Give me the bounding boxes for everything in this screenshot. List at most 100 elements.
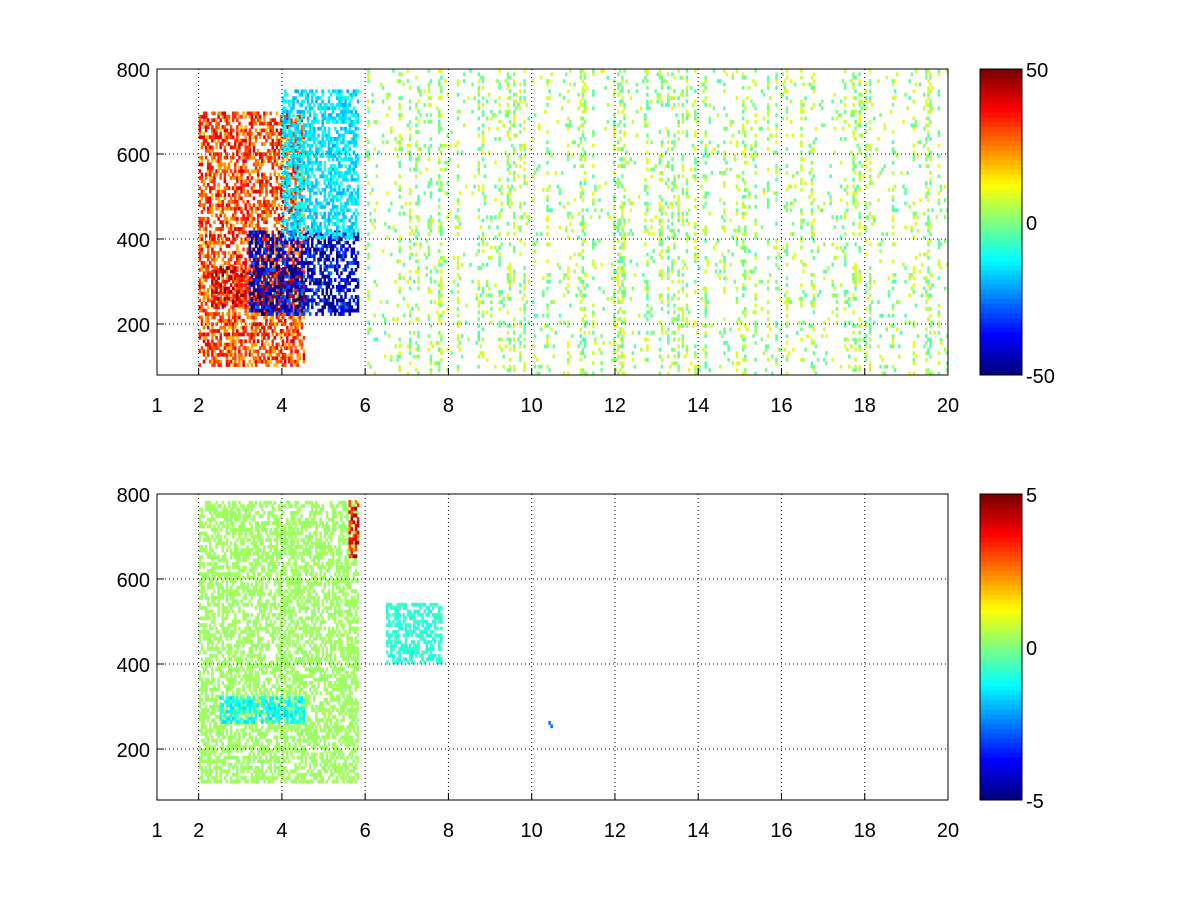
heatmap-cell xyxy=(319,254,322,259)
heatmap-cell xyxy=(302,290,306,295)
heatmap-cell xyxy=(271,250,274,255)
heatmap-cell xyxy=(417,218,420,223)
heatmap-cell xyxy=(283,257,287,262)
heatmap-cell xyxy=(460,334,464,338)
heatmap-cell xyxy=(302,123,306,128)
heatmap-cell xyxy=(259,308,262,313)
heatmap-cell xyxy=(211,264,214,269)
heatmap-cell xyxy=(498,262,501,267)
heatmap-cell xyxy=(231,199,235,204)
heatmap-cell xyxy=(209,199,212,204)
heatmap-cell xyxy=(508,89,512,94)
heatmap-cell xyxy=(342,109,345,114)
heatmap-cell xyxy=(227,121,231,126)
heatmap-cell xyxy=(344,291,347,296)
heatmap-cell xyxy=(225,342,229,347)
heatmap-cell xyxy=(240,342,243,347)
heatmap-cell xyxy=(279,308,283,313)
heatmap-cell xyxy=(283,305,287,310)
heatmap-cell xyxy=(331,244,335,248)
heatmap-cell xyxy=(506,194,510,199)
heatmap-cell xyxy=(204,220,208,225)
heatmap-cell xyxy=(231,114,235,119)
heatmap-cell xyxy=(390,126,393,131)
heatmap-cell xyxy=(236,203,239,208)
heatmap-cell xyxy=(415,215,418,219)
heatmap-cell xyxy=(248,332,252,337)
heatmap-cell xyxy=(425,239,428,243)
heatmap-cell xyxy=(223,165,227,170)
heatmap-cell xyxy=(438,249,441,253)
heatmap-cell xyxy=(213,179,216,184)
heatmap-cell xyxy=(298,189,302,194)
heatmap-cell xyxy=(227,335,231,340)
heatmap-cell xyxy=(221,223,225,228)
heatmap-cell xyxy=(217,196,220,201)
heatmap-cell xyxy=(248,291,252,296)
heatmap-cell xyxy=(281,99,285,104)
heatmap-cell xyxy=(302,113,306,117)
heatmap-cell xyxy=(209,121,212,126)
heatmap-cell xyxy=(215,342,218,347)
heatmap-cell xyxy=(229,230,233,235)
heatmap-cell xyxy=(215,118,218,123)
heatmap-cell xyxy=(308,267,312,272)
heatmap-cell xyxy=(350,308,354,313)
heatmap-cell xyxy=(319,126,322,131)
heatmap-cell xyxy=(327,244,331,248)
heatmap-cell xyxy=(261,179,264,184)
heatmap-cell xyxy=(302,218,306,223)
heatmap-cell xyxy=(209,148,212,153)
heatmap-cell xyxy=(306,167,310,172)
heatmap-cell xyxy=(231,335,235,340)
heatmap-cell xyxy=(265,138,268,143)
heatmap-cell xyxy=(209,359,212,364)
heatmap-cell xyxy=(481,109,485,114)
heatmap-cell xyxy=(298,250,302,255)
heatmap-cell xyxy=(252,203,256,208)
heatmap-cell xyxy=(383,222,387,226)
heatmap-cell xyxy=(306,188,310,192)
heatmap-cell xyxy=(261,273,264,278)
heatmap-cell xyxy=(342,126,345,131)
heatmap-cell xyxy=(323,267,327,272)
heatmap-cell xyxy=(294,218,297,223)
heatmap-cell xyxy=(327,271,331,276)
heatmap-cell xyxy=(354,295,358,299)
heatmap-cell xyxy=(300,261,304,265)
heatmap-cell xyxy=(435,269,439,274)
heatmap-cell xyxy=(302,335,306,340)
heatmap-cell xyxy=(227,220,231,225)
heatmap-cell xyxy=(290,137,293,141)
heatmap-cell xyxy=(327,222,331,226)
heatmap-cell xyxy=(211,131,214,136)
heatmap-cell xyxy=(200,220,204,225)
heatmap-cell xyxy=(227,290,231,294)
heatmap-cell xyxy=(508,276,512,281)
heatmap-cell xyxy=(438,293,441,298)
heatmap-cell xyxy=(236,273,239,277)
heatmap-cell xyxy=(242,296,245,301)
heatmap-cell xyxy=(304,235,308,240)
heatmap-cell xyxy=(269,121,272,126)
heatmap-cell xyxy=(269,297,272,302)
heatmap-cell xyxy=(246,233,249,238)
heatmap-cell xyxy=(283,308,287,313)
heatmap-cell xyxy=(375,337,379,342)
heatmap-cell xyxy=(331,143,335,148)
heatmap-cell xyxy=(209,274,212,279)
heatmap-cell xyxy=(261,267,264,272)
heatmap-cell xyxy=(510,123,514,128)
heatmap-cell xyxy=(315,96,318,100)
heatmap-cell xyxy=(240,254,243,259)
heatmap-cell xyxy=(219,293,222,298)
heatmap-cell xyxy=(292,342,295,347)
heatmap-cell xyxy=(261,227,264,231)
heatmap-cell xyxy=(533,171,537,175)
heatmap-cell xyxy=(244,138,247,143)
heatmap-cell xyxy=(206,162,210,167)
heatmap-cell xyxy=(338,288,341,293)
heatmap-cell xyxy=(200,216,204,221)
heatmap-cell xyxy=(238,196,241,201)
heatmap-cell xyxy=(348,120,351,124)
